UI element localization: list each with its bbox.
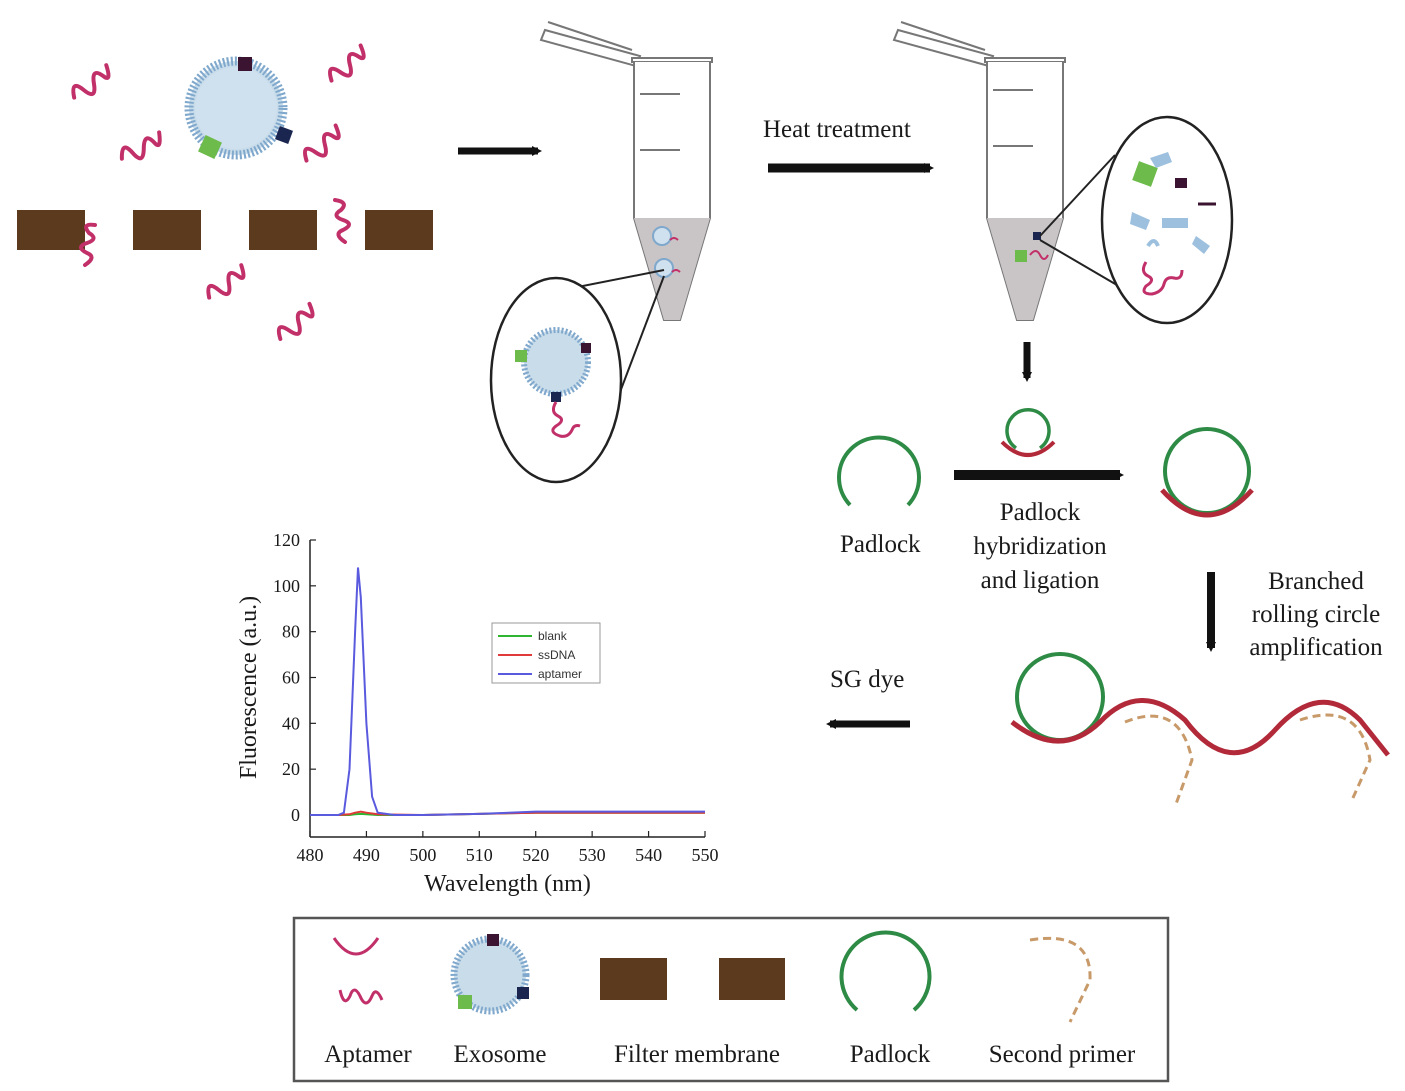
aptamer — [303, 123, 341, 163]
amplification-label-2: rolling circle — [1252, 601, 1380, 628]
series-line-aptamer — [310, 567, 705, 816]
legend-label-second-primer: Second primer — [989, 1041, 1136, 1068]
padlock-step-label-1: Padlock — [1000, 499, 1081, 526]
exosome-icon — [450, 934, 530, 1015]
y-tick-label: 20 — [282, 759, 300, 779]
legend-label-aptamer: Aptamer — [324, 1041, 412, 1068]
exosome-protein-icon — [275, 126, 293, 144]
x-tick-label: 500 — [409, 845, 436, 865]
heat-treatment-label: Heat treatment — [763, 116, 911, 143]
amplification-label-3: amplification — [1249, 634, 1383, 661]
legend-entry-aptamer: aptamer — [538, 667, 582, 681]
aptamer — [276, 301, 315, 341]
padlock-label: Padlock — [840, 531, 921, 558]
padlock-hybrid-small — [1000, 408, 1056, 457]
x-tick-label: 520 — [522, 845, 549, 865]
aptamer — [328, 43, 366, 83]
aptamer — [333, 198, 351, 244]
legend-entry-ssdna: ssDNA — [538, 648, 575, 662]
filter-membrane — [249, 210, 317, 250]
y-tick-label: 40 — [282, 713, 300, 733]
exosome-protein-icon — [238, 57, 252, 71]
tube-2 — [892, 21, 1234, 325]
filter-membrane — [365, 210, 433, 250]
exosome — [184, 56, 293, 160]
padlock-icon — [839, 930, 932, 1012]
x-tick-label: 480 — [297, 845, 324, 865]
aptamer — [206, 263, 246, 300]
aptamer — [119, 130, 162, 161]
padlock-step-label-3: and ligation — [981, 567, 1100, 594]
filter-membrane — [17, 210, 85, 250]
legend-label-filter-membrane: Filter membrane — [614, 1041, 780, 1068]
y-axis-title: Fluorescence (a.u.) — [236, 596, 262, 779]
y-tick-label: 60 — [282, 668, 300, 688]
aptamer — [79, 222, 97, 267]
fluorescence-chart: 0 20 40 60 80 100 120 480 490 500 510 520 530 540 550 W… — [236, 530, 719, 897]
x-tick-label: 550 — [692, 845, 719, 865]
y-tick-label: 100 — [273, 576, 300, 596]
aptamer-icon — [332, 937, 384, 1005]
x-tick-label: 490 — [353, 845, 380, 865]
filter-membrane — [133, 210, 201, 250]
x-tick-label: 530 — [579, 845, 606, 865]
tube-1 — [489, 21, 713, 484]
amplification-label-1: Branched — [1268, 568, 1364, 595]
y-tick-label: 0 — [291, 805, 300, 825]
aptamer — [71, 63, 111, 100]
x-tick-label: 540 — [635, 845, 662, 865]
legend-label-exosome: Exosome — [453, 1041, 546, 1068]
exosome-protein-icon — [198, 135, 222, 159]
y-tick-label: 80 — [282, 622, 300, 642]
y-tick-label: 120 — [273, 530, 300, 550]
padlock-icon — [837, 435, 921, 507]
x-tick-label: 510 — [466, 845, 493, 865]
hybridized-padlock — [1160, 427, 1254, 518]
sg-dye-label: SG dye — [830, 666, 904, 693]
rca-product — [1010, 652, 1390, 805]
series-line-ssdna — [310, 810, 705, 817]
filter-membrane-icon — [719, 958, 785, 1000]
x-axis-title: Wavelength (nm) — [424, 871, 591, 897]
second-primer-icon — [1029, 936, 1092, 1023]
input-mixture — [17, 43, 433, 341]
filter-membrane-icon — [600, 958, 667, 1000]
padlock-step-label-2: hybridization — [973, 533, 1107, 560]
legend-entry-blank: blank — [538, 629, 568, 643]
legend-box: Aptamer Exosome Filter membrane Padlock … — [292, 916, 1170, 1083]
legend-label-padlock: Padlock — [850, 1041, 931, 1068]
